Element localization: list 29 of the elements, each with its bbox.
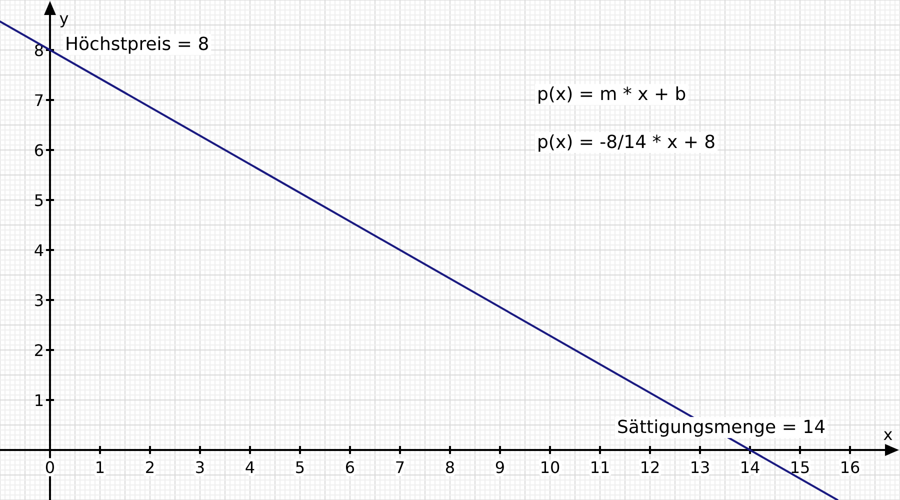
- y-tick-label: 7: [34, 91, 44, 110]
- annotation: Sättigungsmenge = 14: [617, 417, 826, 438]
- y-tick-label: 3: [34, 291, 44, 310]
- x-tick-label: 12: [640, 458, 660, 477]
- x-tick-label: 1: [94, 458, 106, 477]
- x-tick-label: 9: [494, 458, 506, 477]
- y-tick-label: 2: [34, 341, 44, 360]
- x-tick-label: 13: [690, 458, 710, 477]
- x-tick-label: 7: [394, 458, 406, 477]
- y-tick-label: 1: [34, 391, 44, 410]
- x-tick-label: 10: [540, 458, 560, 477]
- x-tick-label: 4: [244, 458, 256, 477]
- x-tick-label: 15: [790, 458, 810, 477]
- y-tick-label: 6: [34, 141, 44, 160]
- y-axis-title: y: [59, 9, 69, 28]
- x-tick-label: 3: [194, 458, 206, 477]
- x-tick-label: 5: [294, 458, 306, 477]
- annotation: p(x) = m * x + b: [537, 84, 686, 105]
- x-tick-label: 16: [840, 458, 860, 477]
- x-tick-label: 14: [740, 458, 760, 477]
- x-axis-title: x: [883, 425, 893, 444]
- x-tick-label: 6: [344, 458, 356, 477]
- x-tick-label: 8: [444, 458, 456, 477]
- y-tick-label: 4: [34, 241, 44, 260]
- x-tick-label: 11: [590, 458, 610, 477]
- annotation: p(x) = -8/14 * x + 8: [537, 132, 716, 153]
- x-tick-label: 2: [144, 458, 156, 477]
- annotation: Höchstpreis = 8: [65, 34, 210, 55]
- y-tick-label: 5: [34, 191, 44, 210]
